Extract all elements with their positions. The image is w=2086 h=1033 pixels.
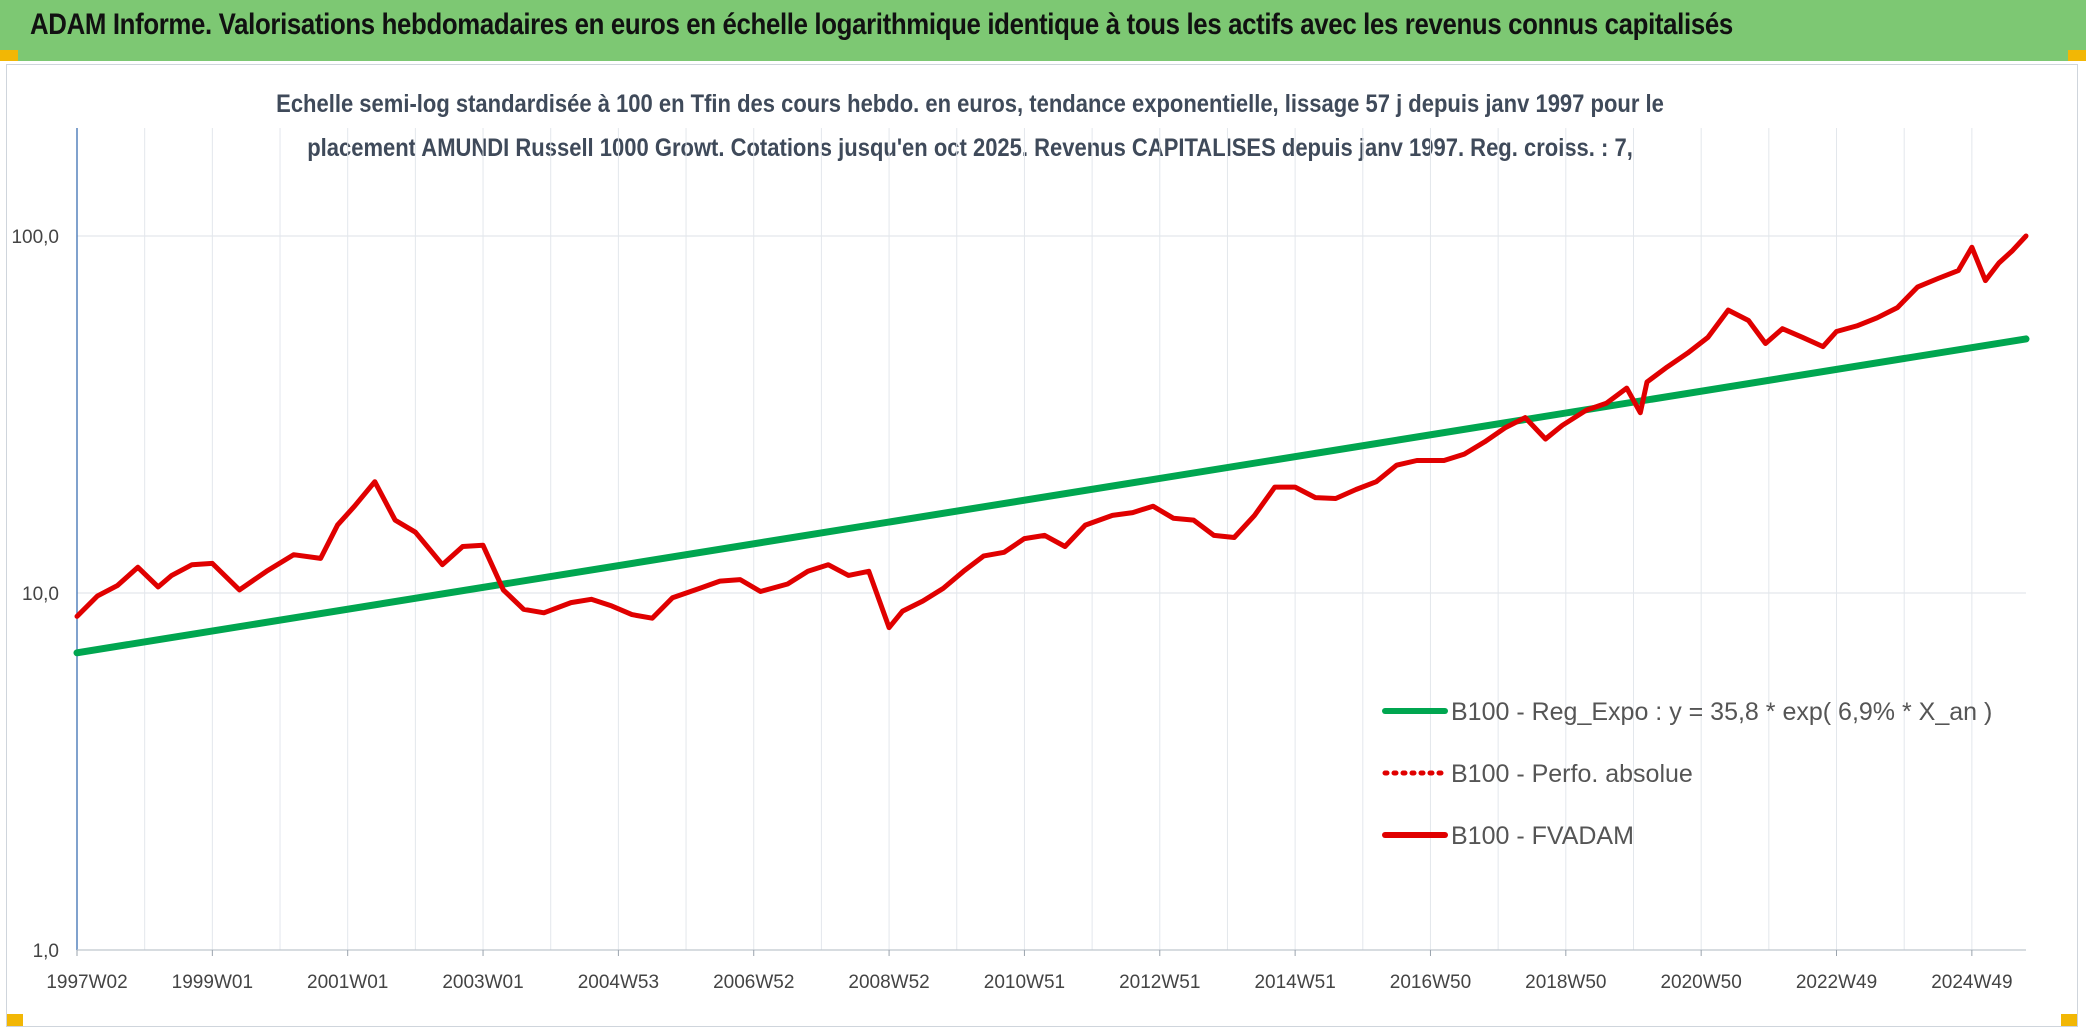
x-tick-label: 2018W50 [1525, 972, 1606, 993]
chart-frame [6, 64, 2078, 1027]
x-tick-label: 2024W49 [1931, 972, 2012, 993]
x-tick-label: 2001W01 [307, 972, 388, 993]
x-tick-label: 2003W01 [442, 972, 523, 993]
x-tick-label: 2022W49 [1796, 972, 1877, 993]
x-tick-label: 1997W02 [46, 972, 127, 993]
corner-marker-left [0, 50, 18, 61]
axes: 1,0 10,0 100,0 1997W02 1999W01 2001W01 2003W01… [11, 128, 2026, 993]
legend-label: B100 - FVADAM [1451, 822, 1634, 850]
page-title: ADAM Informe. Valorisations hebdomadaire… [30, 8, 1733, 41]
x-tick-label: 2008W52 [848, 972, 929, 993]
chart-title-line-2: placement AMUNDI Russell 1000 Growt. Cot… [307, 134, 1633, 162]
x-tick-label: 2004W53 [578, 972, 659, 993]
x-tick-label: 2016W50 [1390, 972, 1471, 993]
x-tick-label: 1999W01 [172, 972, 253, 993]
y-tick-label: 1,0 [33, 941, 59, 962]
y-tick-label: 100,0 [11, 227, 59, 248]
fvadam-series-line [74, 233, 2029, 631]
legend-label: B100 - Perfo. absolue [1451, 760, 1693, 788]
grid [77, 128, 2026, 950]
x-tick-label: 2012W51 [1119, 972, 1200, 993]
x-tick-label: 2006W52 [713, 972, 794, 993]
x-tick-label: 2010W51 [984, 972, 1065, 993]
corner-marker-bottom-right [2061, 1014, 2077, 1026]
x-tick-label: 2020W50 [1660, 972, 1741, 993]
corner-marker-bottom-left [7, 1014, 23, 1026]
header-bar: ADAM Informe. Valorisations hebdomadaire… [0, 0, 2086, 61]
legend-label: B100 - Reg_Expo : y = 35,8 * exp( 6,9% *… [1451, 698, 1992, 726]
legend: B100 - Reg_Expo : y = 35,8 * exp( 6,9% *… [1382, 698, 1992, 850]
series [73, 233, 2030, 657]
regression-trend-line [73, 335, 2030, 657]
corner-marker-right [2068, 50, 2086, 61]
x-tick-label: 2014W51 [1254, 972, 1335, 993]
chart-title-line-1: Echelle semi-log standardisée à 100 en T… [276, 90, 1664, 118]
y-tick-label: 10,0 [22, 584, 59, 605]
